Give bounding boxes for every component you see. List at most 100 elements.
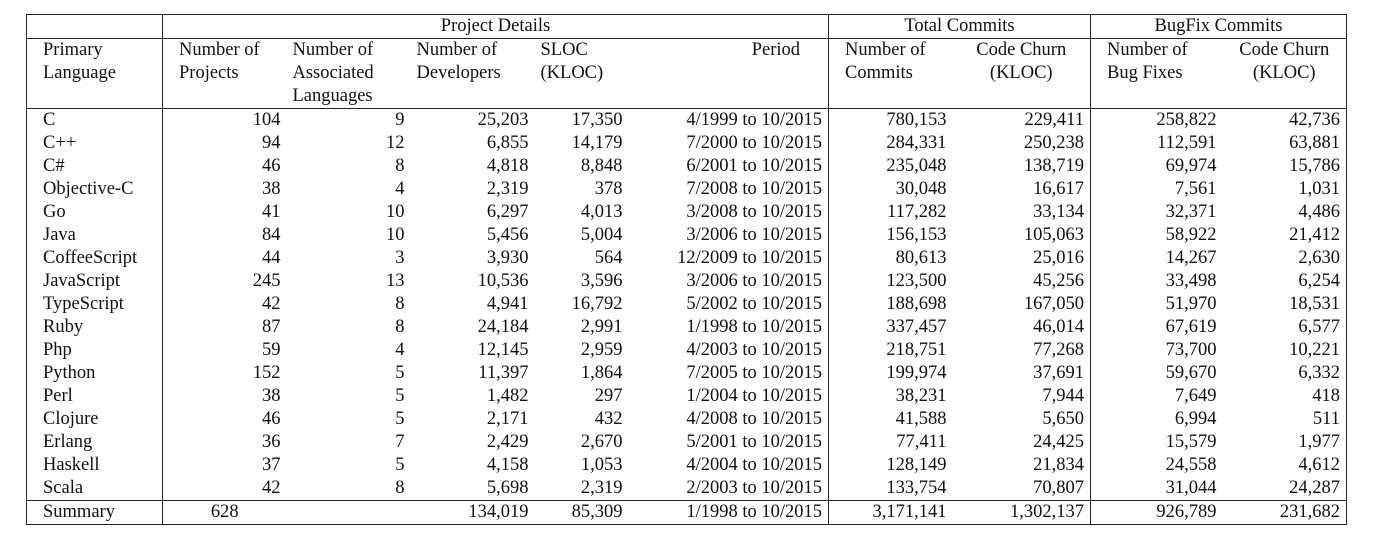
header-number-of-developers: Number of Developers [416, 40, 501, 83]
cell-associated-languages: 4 [395, 179, 405, 199]
cell-code-churn-bugfix: 15,786 [1289, 156, 1340, 176]
cell-code-churn-bugfix: 6,332 [1298, 363, 1340, 383]
cell-developers: 5,456 [486, 225, 529, 245]
cell-associated-languages: 13 [386, 271, 405, 291]
cell-projects: 38 [162, 385, 287, 408]
cell-projects: 152 [162, 362, 287, 385]
cell-language: C# [43, 156, 65, 176]
cell-code-churn-bugfix: 18,531 [1289, 294, 1340, 314]
table-row: CoffeeScript 44 3 3,930 564 12/2009 to 10/201… [27, 247, 1347, 270]
cell-projects: 42 [162, 477, 287, 501]
cell-projects: 41 [162, 201, 287, 224]
cell-commits: 284,331 [828, 132, 953, 155]
cell-code-churn-total: 167,050 [1023, 294, 1084, 314]
cell-code-churn-total: 5,650 [1042, 409, 1084, 429]
cell-code-churn-total: 70,807 [1033, 478, 1084, 498]
table-body: C 104 9 25,203 17,350 4/1999 to 10/2015 780,15… [27, 108, 1347, 501]
cell-developers: 2,429 [486, 432, 529, 452]
cell-associated-languages: 10 [386, 225, 405, 245]
cell-sloc: 3,596 [580, 271, 623, 291]
cell-period: 2/2003 to 10/2015 [686, 478, 822, 498]
summary-developers: 134,019 [468, 502, 529, 522]
summary-code-churn-bugfix: 231,682 [1279, 502, 1340, 522]
cell-code-churn-bugfix: 4,486 [1298, 202, 1340, 222]
table-row: Java 84 10 5,456 5,004 3/2006 to 10/2015 156,1… [27, 224, 1347, 247]
cell-bug-fixes: 59,670 [1090, 362, 1223, 385]
table-row: Erlang 36 7 2,429 2,670 5/2001 to 10/2015 77,4… [27, 431, 1347, 454]
header-sloc: SLOC (KLOC) [540, 40, 604, 83]
table-row: Objective-C 38 4 2,319 378 7/2008 to 10/2015 3… [27, 178, 1347, 201]
cell-bug-fixes: 58,922 [1090, 224, 1223, 247]
cell-code-churn-total: 25,016 [1033, 248, 1084, 268]
cell-code-churn-bugfix: 24,287 [1289, 478, 1340, 498]
table-row: JavaScript 245 13 10,536 3,596 3/2006 to 10/2… [27, 270, 1347, 293]
cell-associated-languages: 8 [395, 294, 405, 314]
table-row: C++ 94 12 6,855 14,179 7/2000 to 10/2015 284,3… [27, 132, 1347, 155]
language-statistics-table: Project Details Total Commits BugFix Com… [26, 14, 1347, 525]
cell-bug-fixes: 112,591 [1090, 132, 1223, 155]
cell-code-churn-bugfix: 1,977 [1298, 432, 1340, 452]
cell-commits: 235,048 [828, 155, 953, 178]
cell-code-churn-total: 37,691 [1033, 363, 1084, 383]
cell-code-churn-bugfix: 10,221 [1289, 340, 1340, 360]
cell-period: 7/2000 to 10/2015 [686, 133, 822, 153]
cell-period: 4/2003 to 10/2015 [686, 340, 822, 360]
cell-developers: 25,203 [477, 110, 529, 130]
cell-sloc: 432 [594, 409, 623, 429]
table-row: Scala 42 8 5,698 2,319 2/2003 to 10/2015 133,7… [27, 477, 1347, 501]
cell-developers: 6,297 [486, 202, 529, 222]
cell-language: Perl [43, 386, 73, 406]
cell-period: 4/1999 to 10/2015 [686, 110, 822, 130]
cell-code-churn-total: 77,268 [1033, 340, 1084, 360]
cell-period: 1/1998 to 10/2015 [686, 317, 822, 337]
cell-sloc: 2,991 [580, 317, 623, 337]
cell-commits: 199,974 [828, 362, 953, 385]
cell-period: 6/2001 to 10/2015 [686, 156, 822, 176]
cell-associated-languages: 12 [386, 133, 405, 153]
cell-code-churn-bugfix: 6,577 [1298, 317, 1340, 337]
cell-language: Haskell [43, 455, 100, 475]
cell-bug-fixes: 32,371 [1090, 201, 1223, 224]
cell-associated-languages: 8 [395, 478, 405, 498]
cell-code-churn-total: 24,425 [1033, 432, 1084, 452]
cell-bug-fixes: 6,994 [1090, 408, 1223, 431]
cell-code-churn-total: 21,834 [1033, 455, 1084, 475]
cell-associated-languages: 9 [395, 110, 405, 130]
cell-period: 7/2008 to 10/2015 [686, 179, 822, 199]
cell-language: Php [43, 340, 72, 360]
cell-code-churn-bugfix: 4,612 [1298, 455, 1340, 475]
table-row: C# 46 8 4,818 8,848 6/2001 to 10/2015 235,048 1… [27, 155, 1347, 178]
cell-commits: 128,149 [828, 454, 953, 477]
cell-bug-fixes: 67,619 [1090, 316, 1223, 339]
cell-commits: 123,500 [828, 270, 953, 293]
group-project-details: Project Details [162, 14, 829, 39]
cell-projects: 46 [162, 155, 287, 178]
cell-sloc: 4,013 [580, 202, 623, 222]
cell-sloc: 14,179 [571, 133, 623, 153]
cell-code-churn-bugfix: 418 [1312, 386, 1340, 406]
cell-code-churn-total: 7,944 [1042, 386, 1084, 406]
cell-commits: 117,282 [828, 201, 953, 224]
table-row: Perl 38 5 1,482 297 1/2004 to 10/2015 38,231 7,… [27, 385, 1347, 408]
cell-associated-languages: 8 [395, 317, 405, 337]
cell-projects: 87 [162, 316, 287, 339]
cell-period: 12/2009 to 10/2015 [677, 248, 822, 268]
cell-code-churn-bugfix: 1,031 [1298, 179, 1340, 199]
cell-associated-languages: 8 [395, 156, 405, 176]
column-header-row: Primary Language Number of Projects Numb… [26, 38, 1347, 109]
cell-developers: 2,171 [486, 409, 529, 429]
table-row: Ruby 87 8 24,184 2,991 1/1998 to 10/2015 337,4… [27, 316, 1347, 339]
cell-projects: 104 [162, 108, 287, 132]
cell-period: 7/2005 to 10/2015 [686, 363, 822, 383]
group-bugfix-commits: BugFix Commits [1090, 14, 1347, 39]
cell-code-churn-bugfix: 511 [1312, 409, 1340, 429]
cell-bug-fixes: 15,579 [1090, 431, 1223, 454]
cell-language: Objective-C [43, 179, 134, 199]
cell-projects: 44 [162, 247, 287, 270]
cell-code-churn-total: 33,134 [1033, 202, 1084, 222]
table-row: C 104 9 25,203 17,350 4/1999 to 10/2015 780,15… [27, 108, 1347, 132]
cell-associated-languages: 3 [395, 248, 405, 268]
header-primary-language: Primary Language [43, 40, 116, 83]
cell-projects: 36 [162, 431, 287, 454]
cell-period: 4/2004 to 10/2015 [686, 455, 822, 475]
